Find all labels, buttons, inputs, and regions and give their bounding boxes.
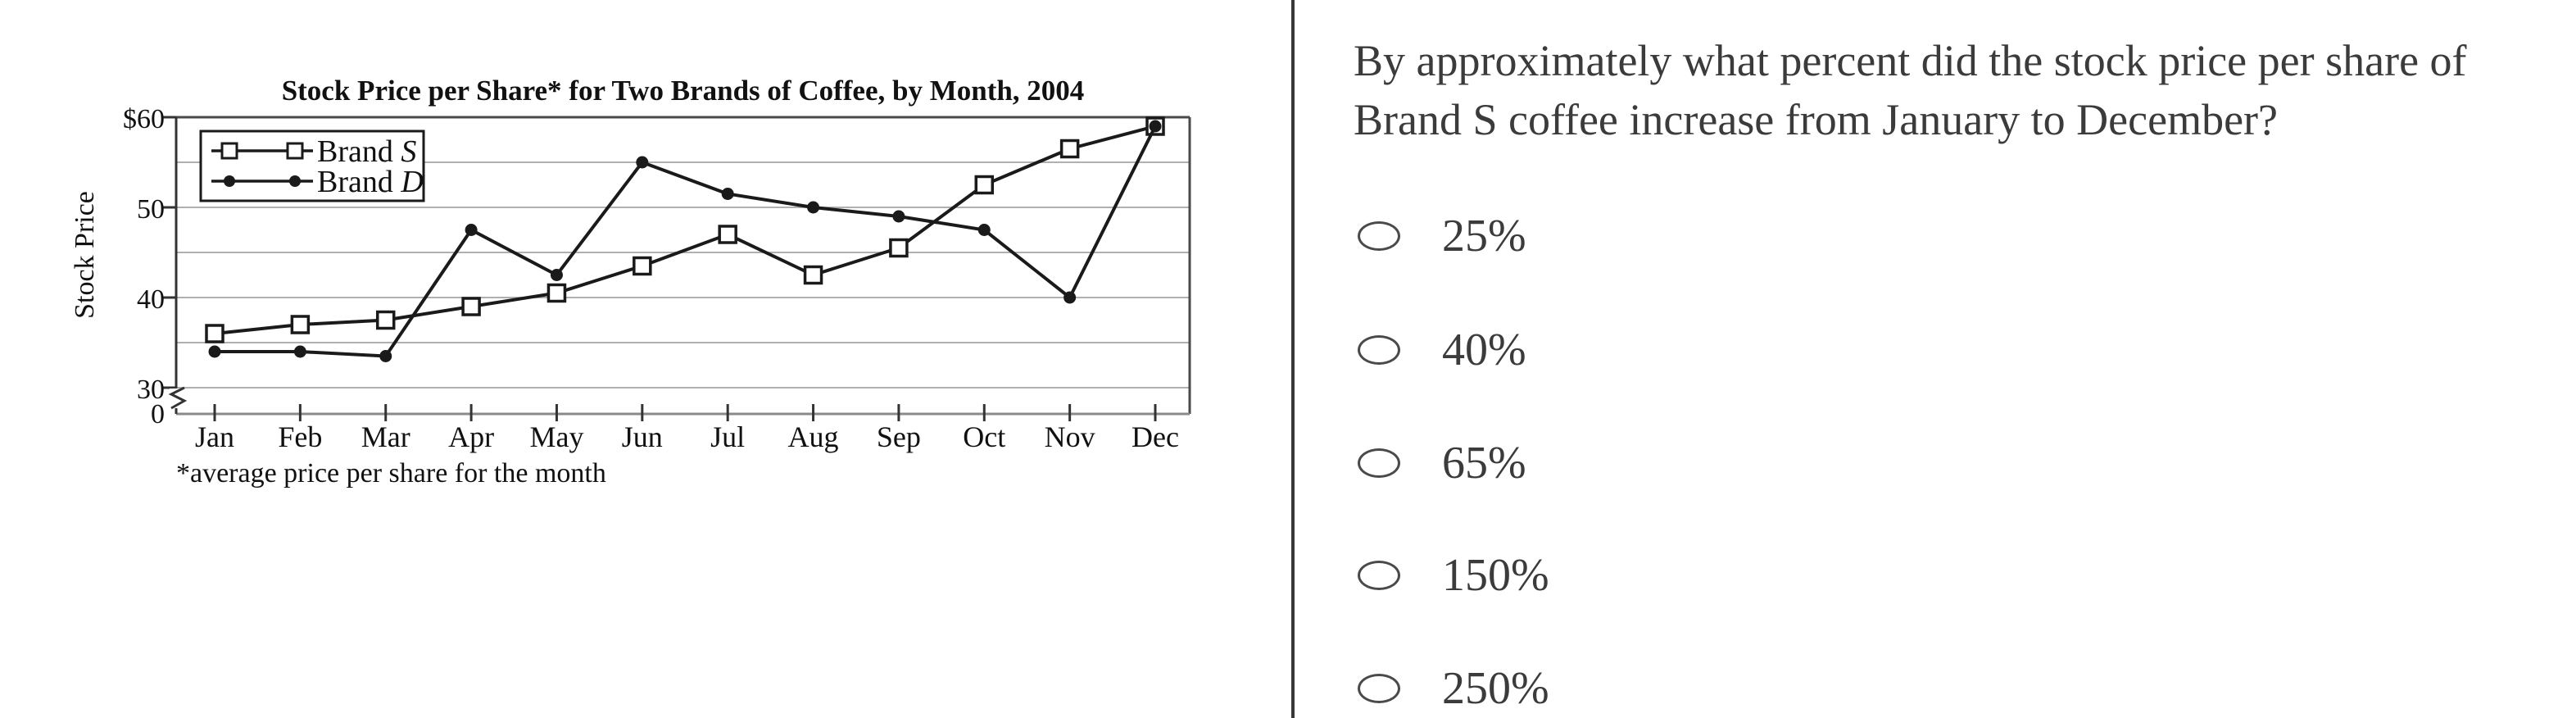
svg-text:Jan: Jan: [195, 420, 234, 453]
chart-title: Stock Price per Share* for Two Brands of…: [282, 75, 1085, 107]
svg-text:May: May: [529, 420, 583, 453]
svg-text:Jul: Jul: [710, 420, 745, 453]
answer-option[interactable]: 65%: [1358, 434, 1526, 492]
stock-price-chart: $60 50 40 300 Jan Feb Mar Apr May Jun Jul Aug Sep Oct…: [70, 75, 1191, 489]
svg-text:$60: $60: [123, 104, 165, 134]
svg-text:50: 50: [137, 194, 165, 225]
option-label: 250%: [1442, 663, 1549, 714]
answer-option[interactable]: 40%: [1358, 321, 1526, 379]
svg-text:Apr: Apr: [448, 420, 494, 453]
y-axis-label: Stock Price: [70, 191, 100, 319]
svg-text:Aug: Aug: [788, 420, 839, 453]
question-panel: By approximately what percent did the st…: [1295, 0, 2576, 718]
question-line-2: Brand S coffee increase from January to …: [1354, 95, 2278, 144]
option-label: 65%: [1442, 438, 1526, 489]
answer-option[interactable]: 250%: [1358, 660, 1549, 717]
question-text: By approximately what percent did the st…: [1354, 31, 2517, 149]
svg-text:0: 0: [151, 399, 165, 429]
svg-text:Sep: Sep: [877, 420, 921, 453]
chart-axes: [162, 116, 1191, 421]
radio-oval-icon[interactable]: [1358, 674, 1400, 703]
panel-divider: [1291, 0, 1295, 718]
svg-text:40: 40: [137, 284, 165, 315]
chart-axis-labels: $60 50 40 300 Jan Feb Mar Apr May Jun Jul Aug Sep Oct…: [70, 75, 1179, 489]
svg-text:30: 30: [137, 375, 165, 405]
question-line-1: By approximately what percent did the st…: [1354, 36, 2467, 85]
svg-text:Brand S: Brand S: [317, 134, 416, 169]
option-label: 25%: [1442, 211, 1526, 261]
svg-text:Mar: Mar: [361, 420, 410, 453]
svg-text:Jun: Jun: [622, 420, 663, 453]
svg-text:Dec: Dec: [1132, 420, 1179, 453]
option-label: 40%: [1442, 325, 1526, 375]
radio-oval-icon[interactable]: [1358, 221, 1400, 251]
answer-option[interactable]: 150%: [1358, 547, 1549, 604]
chart-panel: $60 50 40 30 0 Jan Feb Mar Apr May Jun Jul Aug Sep Oct…: [70, 75, 1191, 489]
chart-footnote: *average price per share for the month: [176, 458, 606, 489]
answer-option[interactable]: 25%: [1358, 207, 1526, 265]
option-label: 150%: [1442, 550, 1549, 601]
svg-text:Oct: Oct: [963, 420, 1005, 453]
svg-text:Nov: Nov: [1045, 420, 1095, 453]
series-brand-d: [208, 120, 1162, 362]
svg-text:Feb: Feb: [278, 420, 322, 453]
radio-oval-icon[interactable]: [1358, 335, 1400, 365]
radio-oval-icon[interactable]: [1358, 448, 1400, 478]
radio-oval-icon[interactable]: [1358, 561, 1400, 590]
svg-text:Brand D: Brand D: [317, 165, 424, 199]
series-brand-s: [205, 116, 1165, 343]
